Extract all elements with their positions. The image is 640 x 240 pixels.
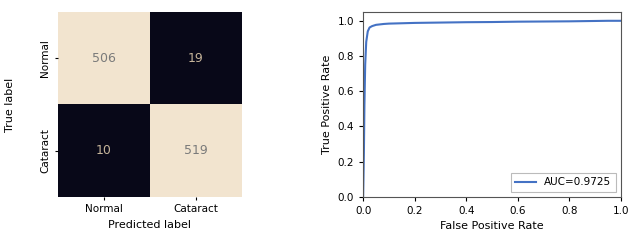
AUC=0.9725 [565,20,573,23]
AUC=0.9725 [604,19,612,22]
Text: 519: 519 [184,144,207,157]
AUC=0.9725 [360,181,367,184]
Y-axis label: True label: True label [5,77,15,132]
Bar [58,12,150,104]
AUC=0.9725 [591,19,599,22]
AUC=0.9725 [488,21,496,24]
Bar [150,104,242,197]
X-axis label: Predicted label: Predicted label [108,220,191,230]
AUC=0.9725 [362,63,369,66]
AUC=0.9725 [359,195,367,198]
Text: 19: 19 [188,52,204,65]
X-axis label: False Positive Rate: False Positive Rate [440,221,544,231]
Bar [150,12,242,104]
AUC=0.9725 [411,21,419,24]
Text: 506: 506 [92,52,116,65]
AUC=0.9725 [360,151,368,154]
AUC=0.9725 [540,20,547,23]
Text: 10: 10 [95,144,111,157]
AUC=0.9725 [365,26,373,29]
AUC=0.9725 [364,30,372,33]
Line: AUC=0.9725: AUC=0.9725 [363,21,621,197]
AUC=0.9725 [372,24,380,26]
Y-axis label: True Positive Rate: True Positive Rate [322,55,332,154]
AUC=0.9725 [362,41,370,43]
AUC=0.9725 [368,25,376,28]
AUC=0.9725 [385,22,393,25]
AUC=0.9725 [380,23,388,25]
Legend: AUC=0.9725: AUC=0.9725 [511,173,616,192]
AUC=0.9725 [514,20,522,23]
AUC=0.9725 [617,19,625,22]
Bar [58,104,150,197]
AUC=0.9725 [360,104,368,107]
AUC=0.9725 [436,21,444,24]
AUC=0.9725 [462,21,470,24]
